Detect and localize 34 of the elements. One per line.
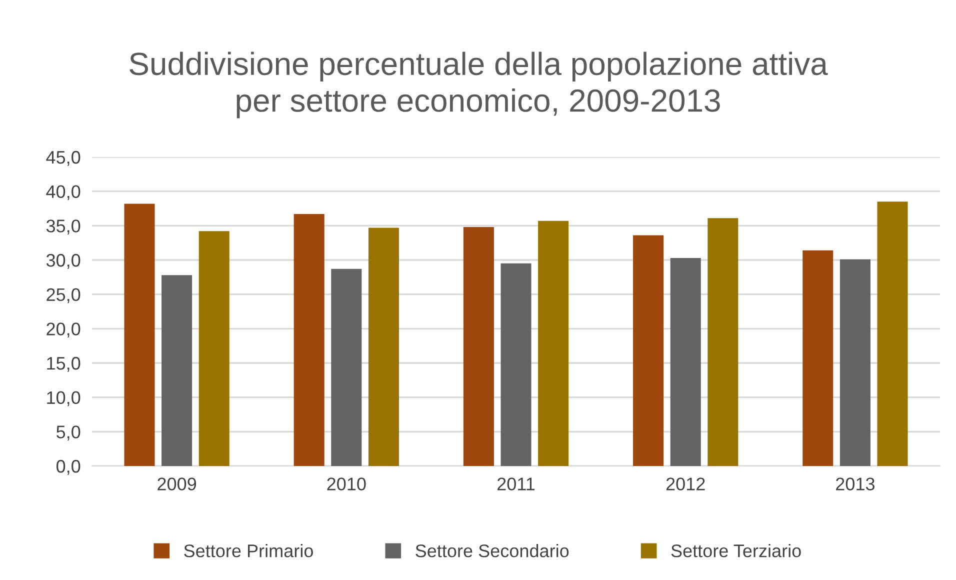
legend-label: Settore Terziario	[671, 544, 801, 558]
x-tick-label: 2013	[836, 478, 874, 490]
bar	[877, 202, 908, 466]
bar	[463, 227, 494, 466]
x-tick-label: 2009	[158, 478, 196, 490]
bar	[294, 214, 324, 466]
y-tick-label: 10,0	[47, 391, 80, 406]
x-tick-label: 2012	[666, 478, 705, 490]
y-tick-label: 0,0	[56, 460, 80, 475]
y-tick-label: 5,0	[56, 426, 80, 441]
chart-title: Suddivisione percentuale della popolazione attiva per settore economico, 2009-2013	[130, 52, 828, 118]
bar	[162, 275, 192, 466]
bar	[538, 220, 569, 466]
y-tick-label: 25,0	[46, 288, 80, 304]
bar	[500, 263, 532, 466]
y-tick-label: 40,0	[46, 185, 80, 200]
legend-label: Settore Secondario	[416, 544, 569, 558]
bar	[633, 235, 664, 466]
bar	[840, 259, 870, 466]
y-tick-label: 20,0	[46, 322, 80, 338]
bar	[198, 231, 230, 466]
bar	[124, 204, 155, 466]
bar	[331, 268, 362, 466]
y-tick-label: 35,0	[46, 220, 80, 235]
legend-label: Settore Primario	[184, 544, 313, 558]
bar	[670, 258, 701, 466]
bar	[708, 218, 738, 466]
y-tick-label: 45,0	[46, 150, 80, 166]
x-tick-label: 2010	[327, 478, 366, 490]
x-tick-label: 2011	[497, 478, 535, 490]
bar	[802, 250, 834, 466]
y-tick-label: 30,0	[46, 254, 80, 269]
y-tick-label: 15,0	[47, 356, 80, 372]
bar	[368, 228, 399, 466]
